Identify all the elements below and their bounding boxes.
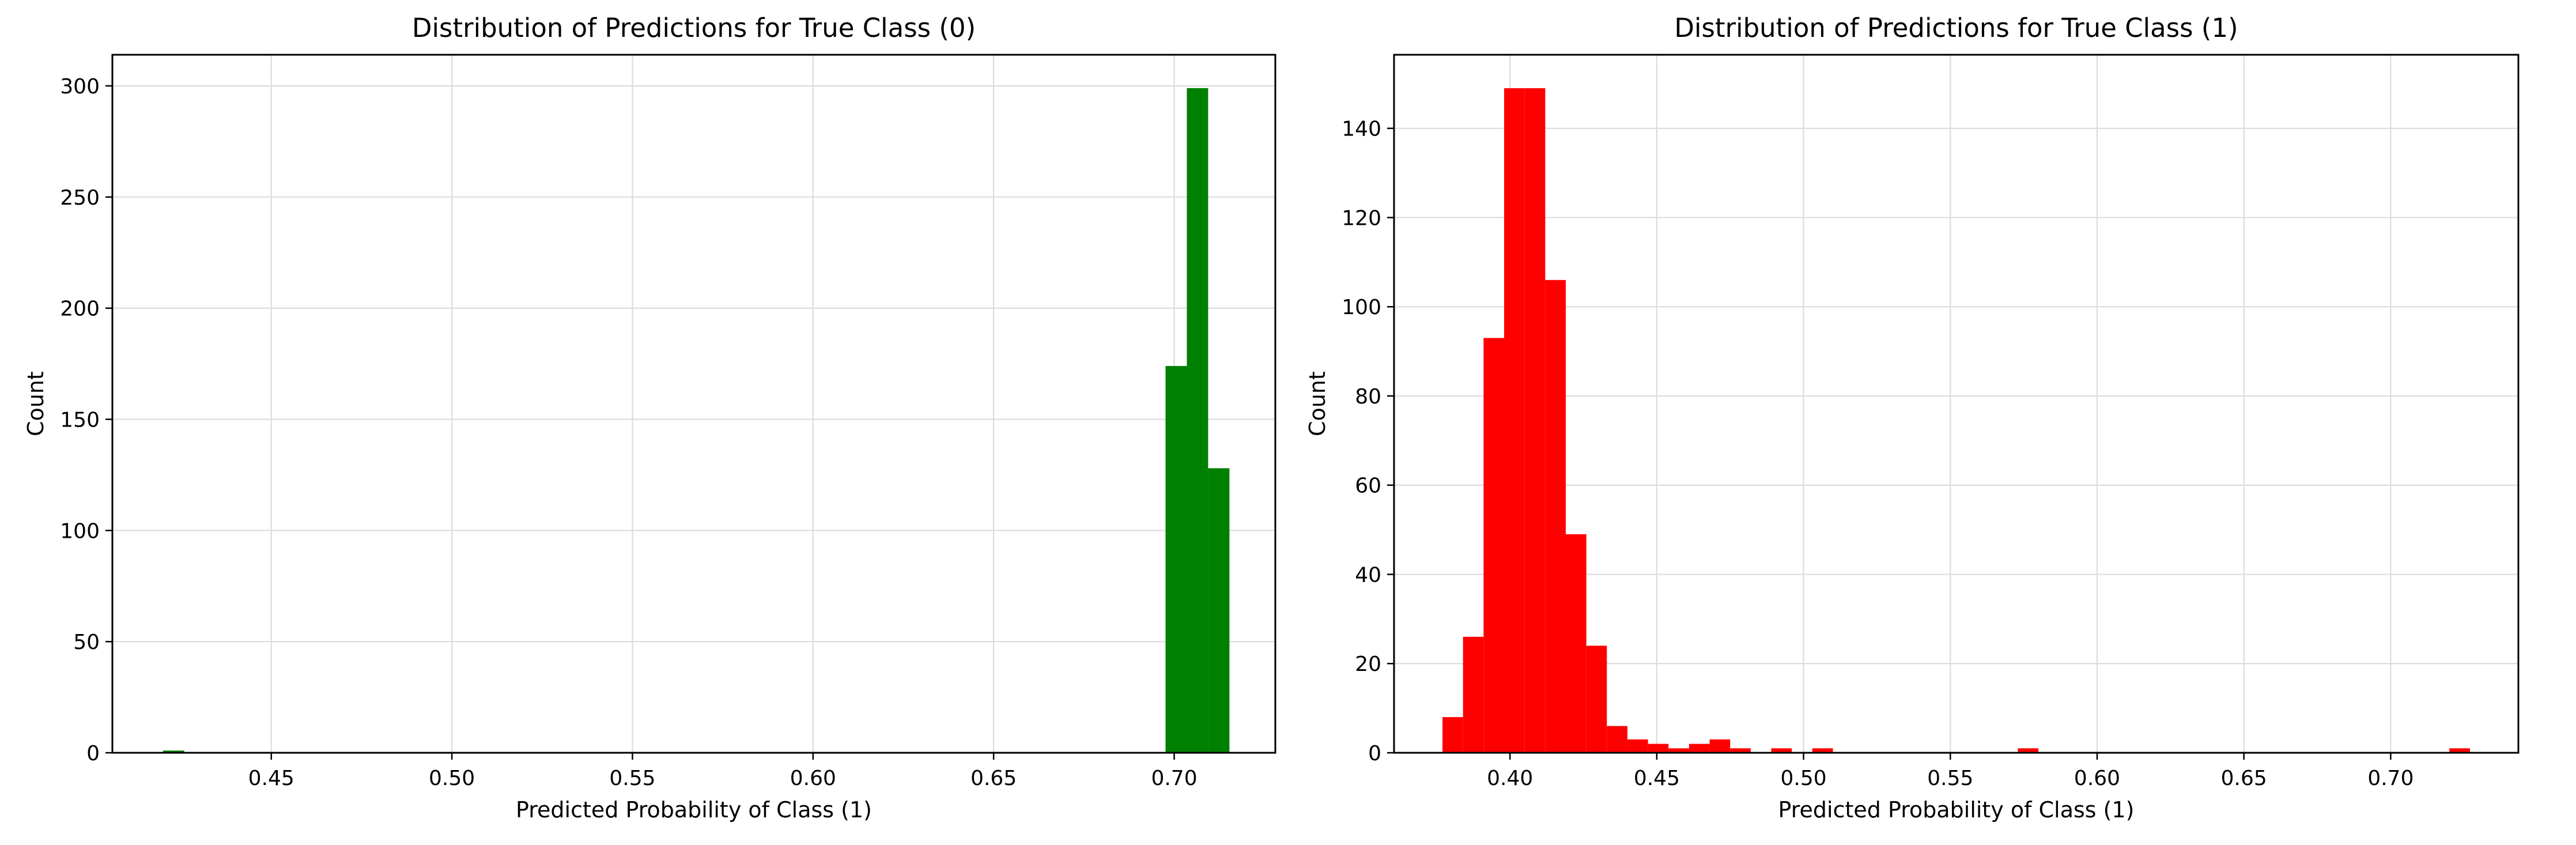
x-axis-label: Predicted Probability of Class (1) bbox=[1778, 797, 2134, 823]
y-tick-label: 0 bbox=[86, 742, 100, 765]
histogram-bar bbox=[1524, 88, 1546, 753]
y-tick-label: 40 bbox=[1355, 563, 1381, 587]
histogram-bar bbox=[1545, 280, 1566, 753]
histogram-bar bbox=[2449, 748, 2470, 753]
histogram-bar bbox=[1586, 646, 1607, 753]
x-tick-label: 0.40 bbox=[1487, 767, 1533, 790]
y-tick-label: 80 bbox=[1355, 385, 1381, 409]
y-tick-label: 20 bbox=[1355, 652, 1381, 676]
plot-frame bbox=[1393, 54, 2520, 754]
x-axis-ticks: 0.40 0.45 0.50 0.55 0.60 0.65 0.70 bbox=[1487, 753, 2413, 790]
histogram-bar bbox=[1689, 744, 1710, 753]
chart-true-class-0: 0.45 0.50 0.55 0.60 0.65 0.70 0 50 100 150 200 250… bbox=[23, 13, 1276, 823]
y-tick-label: 50 bbox=[73, 631, 100, 654]
histogram-bar bbox=[1442, 717, 1463, 753]
x-tick-label: 0.65 bbox=[2221, 767, 2267, 790]
y-tick-label: 140 bbox=[1342, 118, 1381, 141]
histogram-bar bbox=[1730, 748, 1751, 753]
y-tick-label: 60 bbox=[1355, 474, 1381, 498]
x-tick-label: 0.65 bbox=[970, 767, 1017, 790]
histogram-bar bbox=[1565, 534, 1587, 753]
histogram-bar bbox=[2018, 748, 2039, 753]
y-tick-label: 100 bbox=[60, 519, 100, 543]
histogram-bar bbox=[1771, 748, 1792, 753]
histogram-bar bbox=[1504, 88, 1525, 753]
x-tick-label: 0.45 bbox=[248, 767, 294, 790]
y-tick-label: 250 bbox=[60, 186, 100, 210]
histogram-bar bbox=[163, 750, 184, 753]
y-tick-label: 300 bbox=[60, 75, 100, 99]
y-axis-ticks: 0 20 40 60 80 100 120 140 bbox=[1342, 118, 1394, 765]
y-tick-label: 150 bbox=[60, 408, 100, 432]
histogram-bar bbox=[1668, 748, 1689, 753]
x-tick-label: 0.50 bbox=[1781, 767, 1827, 790]
x-tick-label: 0.60 bbox=[2074, 767, 2120, 790]
histogram-bar bbox=[1607, 726, 1627, 753]
x-tick-label: 0.70 bbox=[1151, 767, 1197, 790]
y-tick-label: 0 bbox=[1368, 742, 1381, 765]
y-axis-label: Count bbox=[1305, 371, 1330, 436]
histogram-bar bbox=[1812, 748, 1833, 753]
x-tick-label: 0.60 bbox=[790, 767, 836, 790]
histogram-bars bbox=[1442, 88, 2470, 753]
x-tick-label: 0.70 bbox=[2367, 767, 2413, 790]
histogram-bar bbox=[1187, 88, 1208, 753]
histogram-bar bbox=[1648, 744, 1669, 753]
histogram-bar bbox=[1627, 739, 1648, 753]
y-tick-label: 120 bbox=[1342, 206, 1381, 230]
chart-title: Distribution of Predictions for True Cla… bbox=[1674, 13, 2238, 43]
histogram-bar bbox=[1709, 739, 1731, 753]
chart-title: Distribution of Predictions for True Cla… bbox=[412, 13, 976, 43]
x-tick-label: 0.45 bbox=[1634, 767, 1680, 790]
y-axis-label: Count bbox=[23, 371, 48, 436]
histogram-bar bbox=[1208, 468, 1230, 753]
x-tick-label: 0.55 bbox=[1927, 767, 1973, 790]
x-axis-label: Predicted Probability of Class (1) bbox=[516, 797, 872, 823]
y-axis-ticks: 0 50 100 150 200 250 300 bbox=[60, 75, 112, 765]
histogram-bar bbox=[1483, 338, 1505, 753]
histogram-bars bbox=[163, 88, 1230, 753]
chart-true-class-1: 0.40 0.45 0.50 0.55 0.60 0.65 0.70 0 20 40 60 80 10… bbox=[1305, 13, 2520, 823]
histogram-bar bbox=[1165, 365, 1187, 753]
y-tick-label: 200 bbox=[60, 297, 100, 321]
plot-frame bbox=[111, 54, 1276, 754]
histogram-bar bbox=[1463, 636, 1484, 753]
x-tick-label: 0.50 bbox=[429, 767, 475, 790]
x-tick-label: 0.55 bbox=[609, 767, 655, 790]
y-tick-label: 100 bbox=[1342, 296, 1381, 319]
x-axis-ticks: 0.45 0.50 0.55 0.60 0.65 0.70 bbox=[248, 753, 1198, 790]
